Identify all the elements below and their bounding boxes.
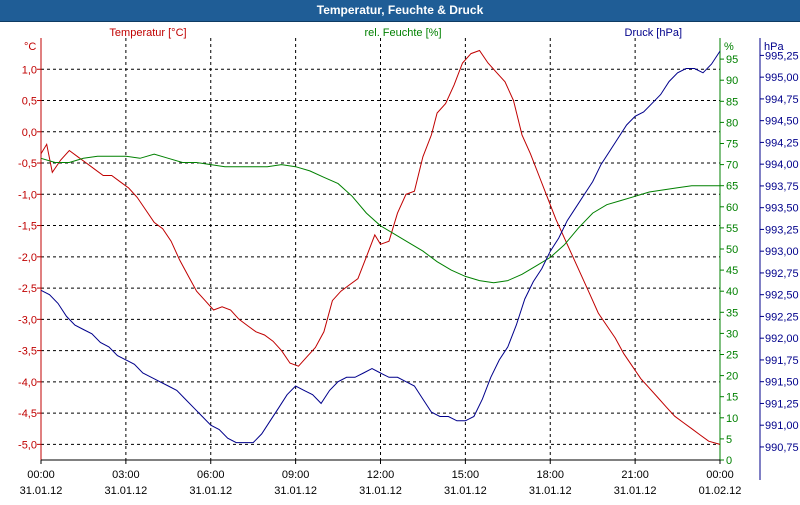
pressure-tick-label: 994,25 <box>765 137 799 149</box>
date-tick-label: 31.01.12 <box>614 485 657 497</box>
window-titlebar: Temperatur, Feuchte & Druck <box>0 0 800 22</box>
time-tick-label: 09:00 <box>282 469 310 481</box>
humidity-tick-label: 70 <box>726 160 738 172</box>
temperature-tick-label: 1,0 <box>22 64 37 76</box>
humidity-tick-label: 35 <box>726 307 738 319</box>
pressure-ticks: 995,25 995,00 994,75 994,50 994,25 994,00 993,… <box>760 50 799 454</box>
pressure-tick-label: 991,50 <box>765 377 799 389</box>
humidity-tick-label: 5 <box>726 434 732 446</box>
humidity-tick-label: 80 <box>726 117 738 129</box>
pressure-tick-label: 993,25 <box>765 224 799 236</box>
humidity-tick-label: 10 <box>726 413 738 425</box>
time-tick-label: 06:00 <box>197 469 225 481</box>
date-tick-label: 01.02.12 <box>699 485 742 497</box>
pressure-axis-label: Druck [hPa] <box>625 27 682 39</box>
temperature-tick-label: -3,0 <box>18 314 37 326</box>
pressure-tick-label: 995,25 <box>765 50 799 62</box>
chart-area: Temperatur [°C] rel. Feuchte [%] Druck [… <box>0 22 800 500</box>
date-tick-label: 31.01.12 <box>104 485 147 497</box>
window-title: Temperatur, Feuchte & Druck <box>316 3 484 17</box>
temperature-unit: °C <box>24 41 36 53</box>
humidity-tick-label: 40 <box>726 286 738 298</box>
date-tick-label: 31.01.12 <box>444 485 487 497</box>
pressure-tick-label: 992,50 <box>765 290 799 302</box>
humidity-tick-label: 55 <box>726 223 738 235</box>
temperature-tick-label: 0,5 <box>22 96 37 108</box>
humidity-tick-label: 85 <box>726 96 738 108</box>
humidity-tick-label: 95 <box>726 54 738 66</box>
pressure-tick-label: 994,50 <box>765 116 799 128</box>
pressure-tick-label: 991,25 <box>765 398 799 410</box>
temperature-axis-label: Temperatur [°C] <box>109 27 186 39</box>
humidity-tick-label: 15 <box>726 392 738 404</box>
pressure-series-line <box>40 50 721 444</box>
temperature-ticks: 1,0 0,5 0,0 -0,5 -1,0 -1,5 -2,0 -2,5 -3,0 -3,5 -4,… <box>18 64 41 451</box>
time-tick-label: 18:00 <box>536 469 564 481</box>
date-tick-label: 31.01.12 <box>529 485 572 497</box>
date-tick-label: 31.01.12 <box>189 485 232 497</box>
pressure-tick-label: 993,50 <box>765 203 799 215</box>
date-tick-label: 31.01.12 <box>274 485 317 497</box>
time-tick-label: 21:00 <box>621 469 649 481</box>
pressure-tick-label: 991,75 <box>765 355 799 367</box>
humidity-tick-label: 65 <box>726 181 738 193</box>
humidity-tick-label: 50 <box>726 244 738 256</box>
chart-svg: Temperatur [°C] rel. Feuchte [%] Druck [… <box>18 27 799 497</box>
temperature-series-line <box>40 49 721 445</box>
time-tick-label: 15:00 <box>452 469 480 481</box>
humidity-tick-label: 90 <box>726 75 738 87</box>
pressure-tick-label: 992,00 <box>765 333 799 345</box>
grid-lines <box>40 38 721 460</box>
series-lines <box>40 49 721 445</box>
temperature-tick-label: -5,0 <box>18 439 37 451</box>
humidity-unit: % <box>724 41 734 53</box>
humidity-tick-label: 45 <box>726 265 738 277</box>
temperature-tick-label: -1,0 <box>18 189 37 201</box>
temperature-tick-label: -2,5 <box>18 283 37 295</box>
pressure-tick-label: 993,75 <box>765 181 799 193</box>
humidity-tick-label: 20 <box>726 371 738 383</box>
pressure-tick-label: 993,00 <box>765 246 799 258</box>
pressure-tick-label: 994,00 <box>765 159 799 171</box>
temperature-tick-label: -3,5 <box>18 346 37 358</box>
temperature-tick-label: -4,0 <box>18 377 37 389</box>
pressure-tick-label: 992,25 <box>765 311 799 323</box>
humidity-tick-label: 30 <box>726 328 738 340</box>
time-tick-label: 00:00 <box>706 469 734 481</box>
temperature-tick-label: -2,0 <box>18 252 37 264</box>
time-ticks: 00:00 31.01.12 03:00 31.01.12 06:00 31.01.12 0… <box>20 460 742 497</box>
pressure-unit: hPa <box>764 41 784 53</box>
temperature-tick-label: 0,0 <box>22 127 37 139</box>
pressure-tick-label: 995,00 <box>765 72 799 84</box>
pressure-tick-label: 994,75 <box>765 94 799 106</box>
time-tick-label: 03:00 <box>112 469 140 481</box>
humidity-tick-label: 25 <box>726 350 738 362</box>
humidity-tick-label: 75 <box>726 139 738 151</box>
date-tick-label: 31.01.12 <box>359 485 402 497</box>
pressure-tick-label: 991,00 <box>765 420 799 432</box>
time-tick-label: 00:00 <box>27 469 55 481</box>
axes <box>40 38 761 480</box>
temperature-tick-label: -4,5 <box>18 408 37 420</box>
pressure-tick-label: 992,75 <box>765 268 799 280</box>
temperature-tick-label: -0,5 <box>18 158 37 170</box>
temperature-tick-label: -1,5 <box>18 221 37 233</box>
humidity-axis-label: rel. Feuchte [%] <box>364 27 441 39</box>
humidity-tick-label: 60 <box>726 202 738 214</box>
time-tick-label: 12:00 <box>367 469 395 481</box>
date-tick-label: 31.01.12 <box>20 485 63 497</box>
humidity-tick-label: 0 <box>726 455 732 467</box>
humidity-series-line <box>40 153 720 284</box>
pressure-tick-label: 990,75 <box>765 442 799 454</box>
